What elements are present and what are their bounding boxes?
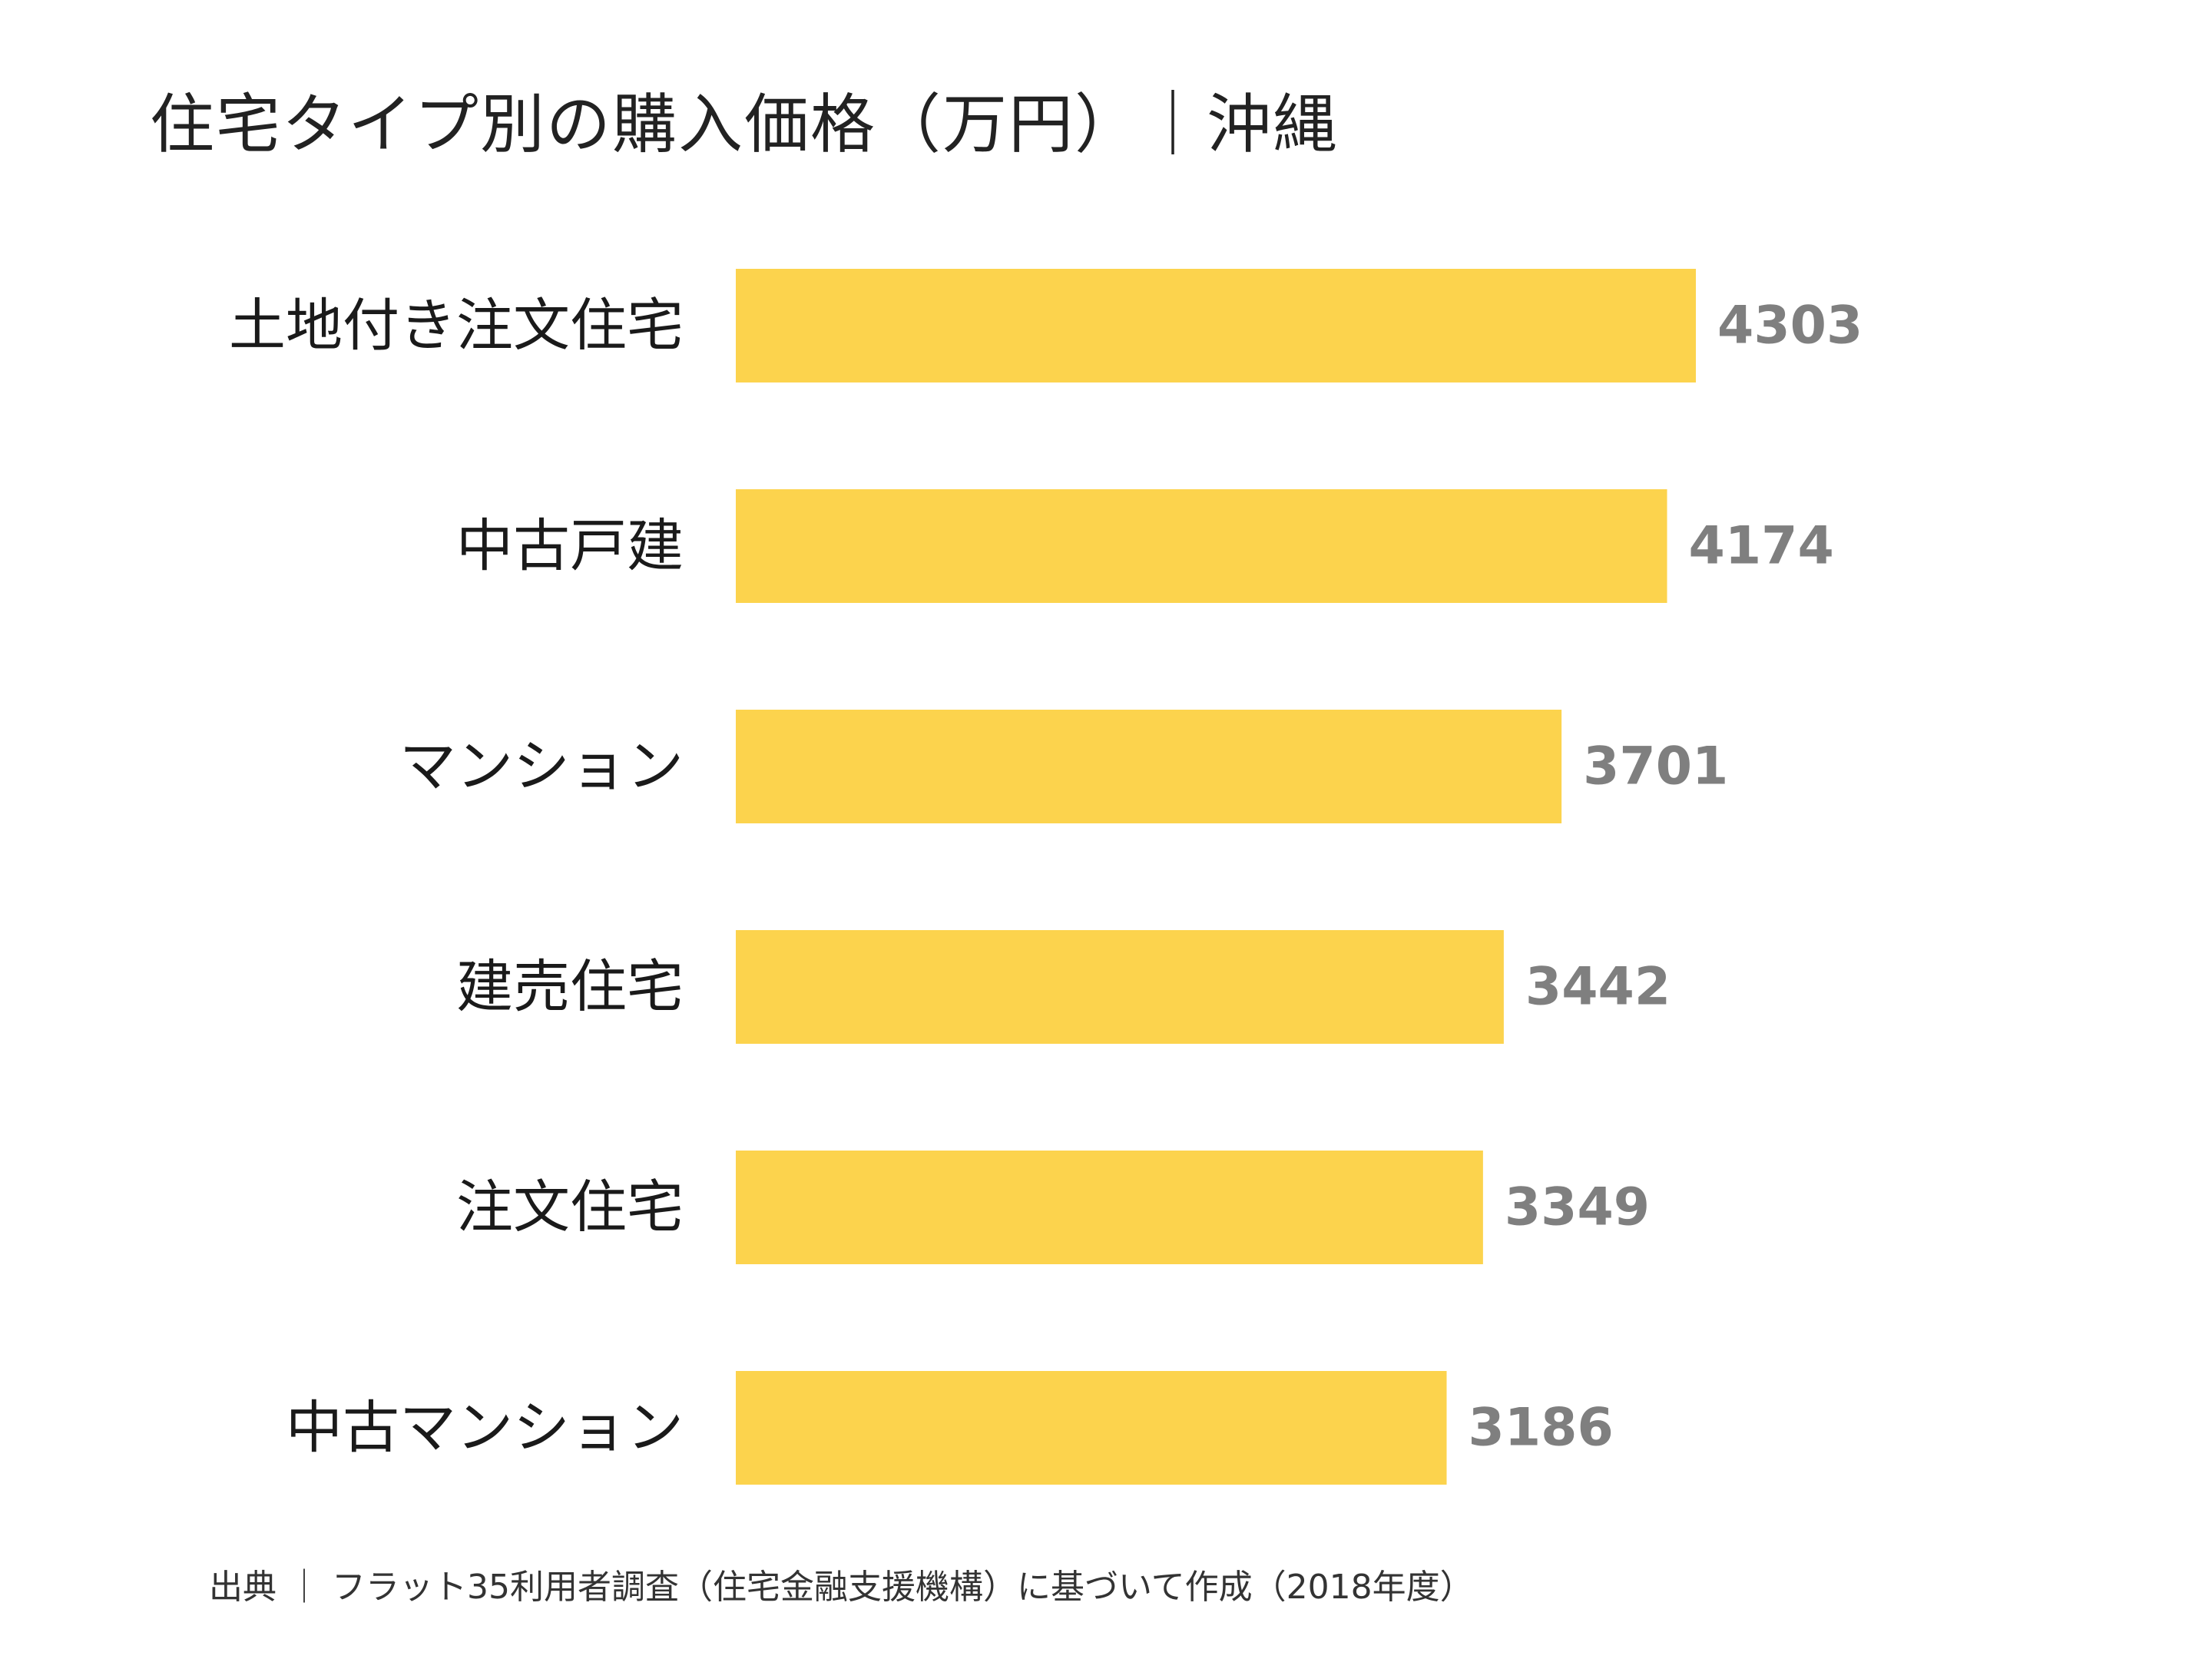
bar-5 bbox=[736, 1151, 1483, 1264]
chart-title: 住宅タイプ別の購入価格（万円）｜沖縄 bbox=[150, 87, 1339, 162]
category-label: 中古マンション bbox=[286, 1395, 684, 1461]
value-label: 3701 bbox=[1583, 737, 1728, 797]
category-label: マンション bbox=[399, 733, 684, 800]
category-label: 注文住宅 bbox=[456, 1174, 684, 1240]
bar-1 bbox=[736, 269, 1696, 382]
value-label: 4174 bbox=[1689, 516, 1834, 577]
bar-3 bbox=[736, 710, 1562, 823]
value-label: 3186 bbox=[1469, 1398, 1614, 1459]
bar-4 bbox=[736, 930, 1504, 1044]
bar-6 bbox=[736, 1371, 1447, 1485]
category-label: 土地付き注文住宅 bbox=[229, 293, 684, 359]
value-label: 3442 bbox=[1525, 957, 1671, 1018]
value-label: 3349 bbox=[1505, 1177, 1650, 1238]
category-label: 建売住宅 bbox=[456, 954, 684, 1020]
source-note: 出典 ｜ フラット35利用者調査（住宅金融支援機構）に基づいて作成（2018年度… bbox=[209, 1568, 1474, 1607]
category-label: 中古戸建 bbox=[456, 513, 684, 579]
bar-2 bbox=[736, 489, 1667, 603]
value-label: 4303 bbox=[1717, 296, 1863, 356]
